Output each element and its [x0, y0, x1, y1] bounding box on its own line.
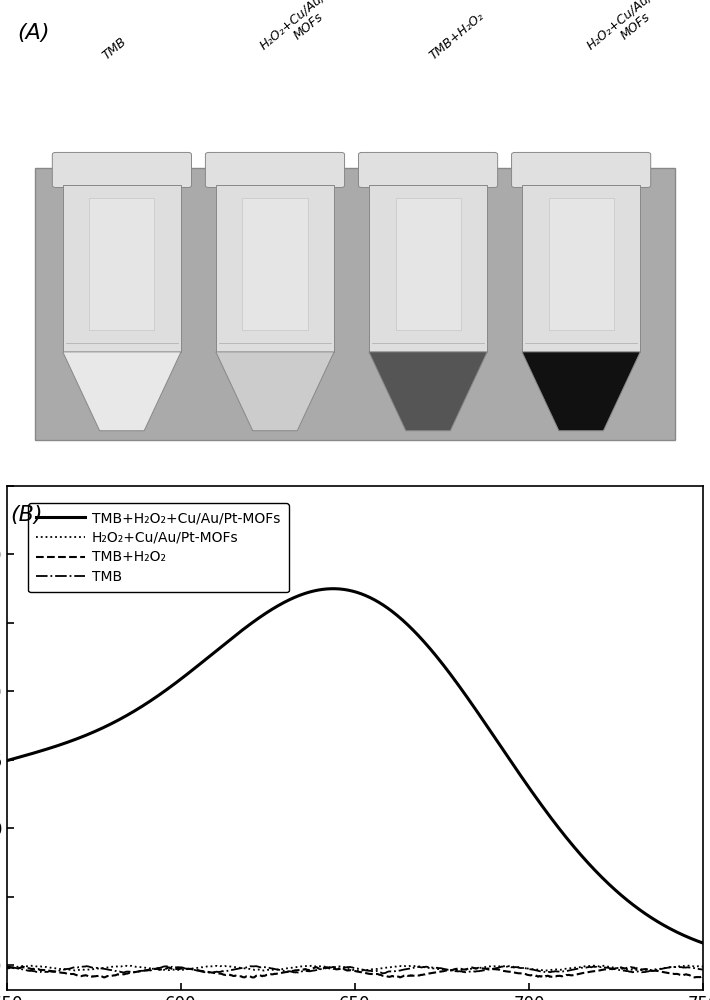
FancyBboxPatch shape — [511, 152, 651, 188]
Bar — [395, 198, 461, 330]
Bar — [216, 185, 334, 352]
Bar — [369, 185, 487, 352]
Legend: TMB+H₂O₂+Cu/Au/Pt-MOFs, H₂O₂+Cu/Au/Pt-MOFs, TMB+H₂O₂, TMB: TMB+H₂O₂+Cu/Au/Pt-MOFs, H₂O₂+Cu/Au/Pt-MO… — [28, 503, 288, 592]
Bar — [522, 185, 640, 352]
Bar — [242, 198, 307, 330]
Bar — [62, 185, 181, 352]
Polygon shape — [62, 352, 181, 431]
FancyBboxPatch shape — [359, 152, 498, 188]
Text: (A): (A) — [18, 23, 50, 43]
Bar — [89, 198, 155, 330]
Polygon shape — [216, 352, 334, 431]
Text: H₂O₂+Cu/Au/Pt-
MOFs: H₂O₂+Cu/Au/Pt- MOFs — [258, 0, 350, 63]
Text: TMB+H₂O₂: TMB+H₂O₂ — [427, 10, 486, 63]
Text: TMB: TMB — [99, 35, 129, 63]
FancyBboxPatch shape — [205, 152, 344, 188]
FancyBboxPatch shape — [53, 152, 192, 188]
Text: H₂O₂+Cu/Au/Pt-
MOFs: H₂O₂+Cu/Au/Pt- MOFs — [584, 0, 677, 63]
FancyBboxPatch shape — [35, 168, 675, 440]
Polygon shape — [522, 352, 640, 431]
Bar — [549, 198, 613, 330]
Text: (B): (B) — [11, 505, 43, 525]
Polygon shape — [369, 352, 487, 431]
